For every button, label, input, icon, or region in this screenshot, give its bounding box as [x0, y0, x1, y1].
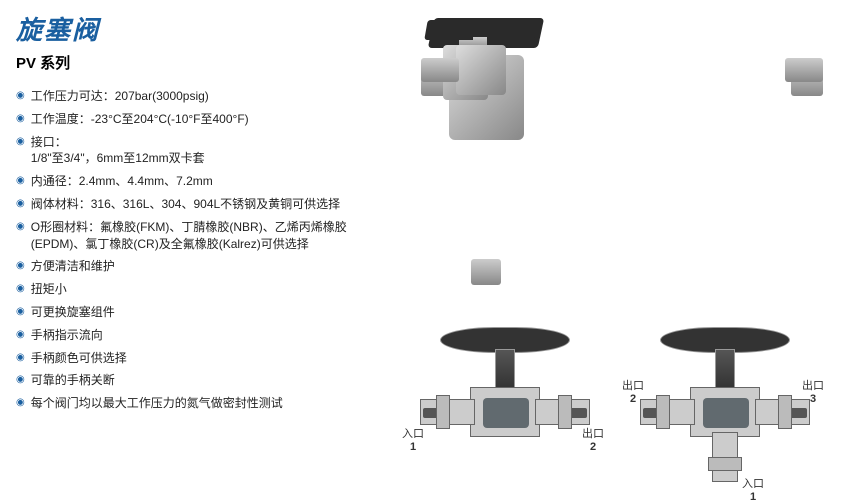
- bullet-icon: ◉: [16, 89, 25, 103]
- spec-item: ◉ 可靠的手柄关断: [16, 372, 396, 389]
- bullet-icon: ◉: [16, 197, 25, 211]
- spec-text: 工作温度：-23°C至204°C(-10°F至400°F): [31, 111, 396, 128]
- bullet-icon: ◉: [16, 396, 25, 410]
- bullet-icon: ◉: [16, 220, 25, 234]
- diagram-nut: [436, 395, 450, 429]
- port-label-outlet: 出口 2: [622, 377, 644, 405]
- bullet-icon: ◉: [16, 174, 25, 188]
- port-label-outlet: 出口 3: [802, 377, 824, 405]
- label-num: 2: [622, 393, 644, 405]
- port-label-inlet: 入口 1: [742, 475, 764, 503]
- series-subtitle: PV 系列: [16, 52, 70, 73]
- page-title: 旋塞阀: [16, 10, 100, 47]
- spec-item: ◉ 扭矩小: [16, 281, 396, 298]
- bullet-icon: ◉: [16, 373, 25, 387]
- valve-photo-small: [421, 150, 511, 235]
- spec-text: 可更换旋塞组件: [31, 304, 396, 321]
- spec-text: O形圈材料：氟橡胶(FKM)、丁腈橡胶(NBR)、乙烯丙烯橡胶(EPDM)、氯丁…: [31, 219, 396, 253]
- label-text: 出口: [802, 380, 824, 392]
- spec-text: 工作压力可达：207bar(3000psig): [31, 88, 396, 105]
- spec-item: ◉ 接口： 1/8"至3/4"，6mm至12mm双卡套: [16, 134, 396, 168]
- spec-item: ◉ 可更换旋塞组件: [16, 304, 396, 321]
- spec-item: ◉ 方便清洁和维护: [16, 258, 396, 275]
- diagram-stem: [715, 349, 735, 389]
- port-label-outlet: 出口 2: [582, 425, 604, 453]
- label-text: 出口: [582, 428, 604, 440]
- valve-port: [785, 58, 823, 82]
- valve-port: [471, 259, 501, 285]
- diagram-body: [690, 387, 760, 437]
- spec-text: 内通径：2.4mm、4.4mm、7.2mm: [31, 173, 396, 190]
- label-text: 入口: [742, 478, 764, 490]
- bullet-icon: ◉: [16, 351, 25, 365]
- diagram-nut: [558, 395, 572, 429]
- label-text: 出口: [622, 380, 644, 392]
- label-num: 1: [742, 491, 764, 503]
- bullet-icon: ◉: [16, 305, 25, 319]
- label-num: 1: [402, 441, 424, 453]
- cross-section-diagrams: 入口 1 出口 2 出口 2 出口 3 入口 1: [400, 307, 840, 497]
- diagram-nut: [708, 457, 742, 471]
- spec-list: ◉ 工作压力可达：207bar(3000psig) ◉ 工作温度：-23°C至204…: [16, 88, 396, 418]
- valve-handle-icon: [444, 20, 538, 40]
- valve-body: [456, 45, 506, 95]
- label-num: 2: [582, 441, 604, 453]
- spec-text: 接口： 1/8"至3/4"，6mm至12mm双卡套: [31, 134, 396, 168]
- diagram-plug: [703, 398, 749, 428]
- bullet-icon: ◉: [16, 135, 25, 149]
- spec-item: ◉ 工作压力可达：207bar(3000psig): [16, 88, 396, 105]
- diagram-3way: 出口 2 出口 3 入口 1: [620, 307, 840, 497]
- spec-text: 阀体材料：316、316L、304、904L不锈钢及黄铜可供选择: [31, 196, 396, 213]
- spec-text: 每个阀门均以最大工作压力的氮气做密封性测试: [31, 395, 396, 412]
- bullet-icon: ◉: [16, 112, 25, 126]
- spec-text: 可靠的手柄关断: [31, 372, 396, 389]
- diagram-body: [470, 387, 540, 437]
- spec-item: ◉ 每个阀门均以最大工作压力的氮气做密封性测试: [16, 395, 396, 412]
- port-label-inlet: 入口 1: [402, 425, 424, 453]
- diagram-nut: [778, 395, 792, 429]
- spec-text: 手柄颜色可供选择: [31, 350, 396, 367]
- spec-item: ◉ O形圈材料：氟橡胶(FKM)、丁腈橡胶(NBR)、乙烯丙烯橡胶(EPDM)、氯…: [16, 219, 396, 253]
- diagram-nut: [656, 395, 670, 429]
- spec-item: ◉ 阀体材料：316、316L、304、904L不锈钢及黄铜可供选择: [16, 196, 396, 213]
- diagram-plug: [483, 398, 529, 428]
- spec-text: 方便清洁和维护: [31, 258, 396, 275]
- spec-item: ◉ 内通径：2.4mm、4.4mm、7.2mm: [16, 173, 396, 190]
- spec-text: 扭矩小: [31, 281, 396, 298]
- label-num: 3: [802, 393, 824, 405]
- product-photos: [421, 20, 821, 280]
- valve-port: [421, 58, 459, 82]
- diagram-2way: 入口 1 出口 2: [400, 307, 620, 487]
- bullet-icon: ◉: [16, 282, 25, 296]
- bullet-icon: ◉: [16, 259, 25, 273]
- bullet-icon: ◉: [16, 328, 25, 342]
- spec-text: 手柄指示流向: [31, 327, 396, 344]
- spec-item: ◉ 手柄指示流向: [16, 327, 396, 344]
- spec-item: ◉ 手柄颜色可供选择: [16, 350, 396, 367]
- spec-item: ◉ 工作温度：-23°C至204°C(-10°F至400°F): [16, 111, 396, 128]
- label-text: 入口: [402, 428, 424, 440]
- diagram-stem: [495, 349, 515, 389]
